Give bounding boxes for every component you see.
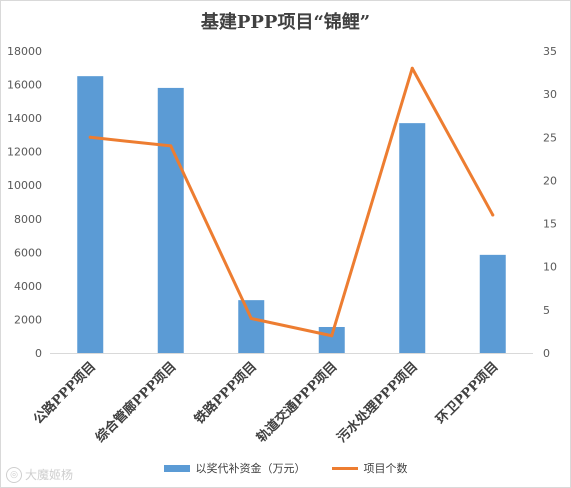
legend-swatch-line xyxy=(331,466,358,470)
x-category-label: 公路PPP项目 xyxy=(30,359,99,428)
x-category-label: 铁路PPP项目 xyxy=(191,359,261,429)
y-left-tick-label: 6000 xyxy=(14,246,42,259)
x-category-label: 综合管廊PPP项目 xyxy=(92,359,179,446)
line-point xyxy=(491,213,495,217)
line-point xyxy=(249,316,253,320)
line-point xyxy=(330,334,334,338)
x-category-label: 环卫PPP项目 xyxy=(433,359,501,427)
y-right-tick-label: 0 xyxy=(543,347,550,360)
bar xyxy=(77,76,104,354)
bar xyxy=(238,300,265,353)
y-left-tick-label: 18000 xyxy=(7,45,42,58)
watermark: ◎ 大魔姬杨 xyxy=(6,466,73,483)
y-right-tick-label: 10 xyxy=(543,261,557,274)
y-right-tick-label: 30 xyxy=(543,88,557,101)
legend-item-line[interactable]: 项目个数 xyxy=(331,460,408,476)
y-right-tick-label: 35 xyxy=(543,45,557,58)
y-left-tick-label: 2000 xyxy=(14,313,42,326)
y-left-tick-label: 10000 xyxy=(7,179,42,192)
y-left-tick-label: 0 xyxy=(35,347,42,360)
legend-label-line: 项目个数 xyxy=(363,462,408,475)
bar xyxy=(479,254,506,353)
chart-title: 基建PPP项目“锦鲤” xyxy=(200,12,371,33)
line-point xyxy=(169,144,173,148)
y-left-tick-label: 4000 xyxy=(14,280,42,293)
y-left-tick-label: 16000 xyxy=(7,79,42,92)
y-right-tick-label: 5 xyxy=(543,304,550,317)
line-point xyxy=(410,66,414,70)
y-left-tick-label: 12000 xyxy=(7,146,42,159)
watermark-text: 大魔姬杨 xyxy=(25,468,74,482)
y-right-tick-label: 15 xyxy=(543,218,557,231)
bar xyxy=(399,123,426,354)
line-point xyxy=(88,135,92,139)
x-category-label: 污水处理PPP项目 xyxy=(334,359,421,446)
y-left-tick-label: 8000 xyxy=(14,213,42,226)
y-right-tick-label: 20 xyxy=(543,174,557,187)
legend-label-bar: 以奖代补资金（万元） xyxy=(195,462,306,475)
x-category-label: 轨道交通PPP项目 xyxy=(253,359,340,446)
watermark-logo-icon: ◎ xyxy=(6,466,22,483)
series-line xyxy=(88,66,495,338)
y-left-tick-label: 14000 xyxy=(7,112,42,125)
legend-item-bar[interactable]: 以奖代补资金（万元） xyxy=(163,460,306,476)
y-right-tick-label: 25 xyxy=(543,131,557,144)
legend-swatch-bar xyxy=(163,464,190,472)
chart-legend: 以奖代补资金（万元） 项目个数 xyxy=(0,460,571,476)
bar xyxy=(157,87,184,354)
